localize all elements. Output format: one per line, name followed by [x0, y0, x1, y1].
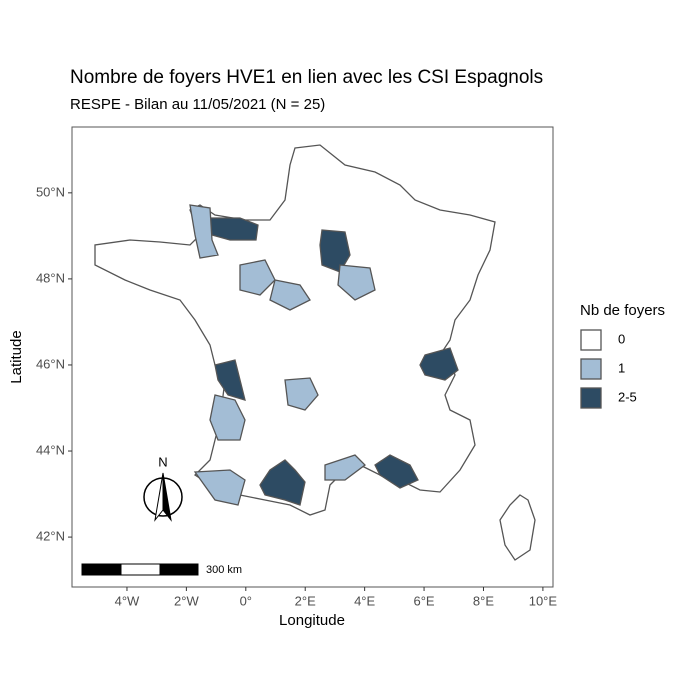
- y-tick-label: 44°N: [36, 442, 65, 457]
- department: [374, 454, 419, 489]
- north-label: N: [158, 454, 167, 469]
- scale-segment: [81, 563, 122, 576]
- map: [94, 144, 536, 561]
- x-tick-label: 10°E: [529, 593, 558, 608]
- scale-segment: [159, 563, 199, 576]
- department: [214, 359, 246, 401]
- department: [284, 377, 319, 411]
- north-arrow: N: [143, 454, 183, 522]
- legend-swatch: [580, 387, 602, 409]
- x-tick-label: 2°W: [174, 593, 199, 608]
- scale-segment: [120, 563, 161, 576]
- scale-bar: 300 km: [81, 563, 242, 576]
- legend-swatch: [580, 329, 602, 351]
- department: [259, 459, 306, 506]
- y-axis-title: Latitude: [8, 330, 25, 383]
- title: Nombre de foyers HVE1 en lien avec les C…: [70, 67, 543, 88]
- y-tick-label: 50°N: [36, 184, 65, 199]
- department: [419, 347, 459, 381]
- x-tick-label: 2°E: [295, 593, 316, 608]
- department: [209, 394, 246, 441]
- legend-label: 0: [618, 331, 625, 346]
- x-tick-label: 0°: [240, 593, 252, 608]
- x-tick-label: 8°E: [473, 593, 494, 608]
- legend-swatch: [580, 358, 602, 380]
- department: [189, 204, 219, 259]
- scale-label: 300 km: [206, 564, 242, 576]
- department: [193, 469, 246, 506]
- department: [324, 454, 366, 481]
- y-tick-label: 46°N: [36, 356, 65, 371]
- department: [269, 279, 311, 311]
- france: [94, 144, 496, 516]
- x-tick-label: 4°W: [115, 593, 140, 608]
- y-tick-label: 42°N: [36, 529, 65, 544]
- legend-title: Nb de foyers: [580, 302, 665, 319]
- subtitle: RESPE - Bilan au 11/05/2021 (N = 25): [70, 96, 325, 113]
- x-tick-label: 4°E: [354, 593, 375, 608]
- y-tick-label: 48°N: [36, 270, 65, 285]
- legend-label: 2-5: [618, 389, 637, 404]
- department: [239, 259, 276, 296]
- department: [337, 264, 376, 301]
- x-tick-label: 6°E: [414, 593, 435, 608]
- legend-label: 1: [618, 360, 625, 375]
- corsica: [499, 494, 536, 561]
- north-needle: [162, 472, 172, 522]
- x-axis-title: Longitude: [279, 612, 345, 629]
